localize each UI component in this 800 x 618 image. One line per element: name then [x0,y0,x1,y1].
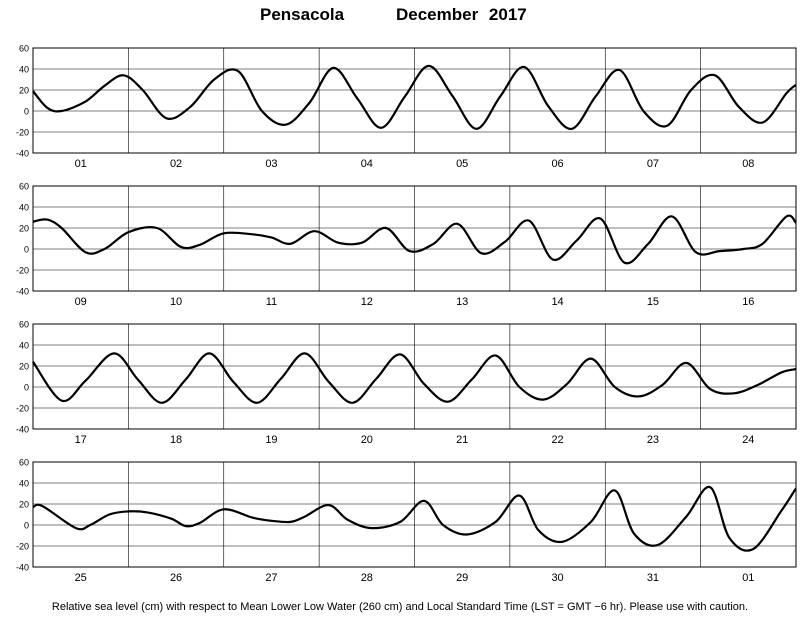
y-tick-label: 40 [19,65,29,75]
y-tick-label: 40 [19,203,29,213]
footnote: Relative sea level (cm) with respect to … [51,601,749,613]
y-tick-label: 60 [19,44,29,54]
day-label: 26 [170,572,182,584]
y-tick-label: -20 [16,404,29,414]
day-label: 13 [456,296,468,308]
y-tick-label: 0 [24,383,29,393]
tide-panel-2: -40 -20 0 20 40 60 09 10 11 12 13 14 15 16 [16,182,797,308]
panel-frame [32,185,797,292]
tide-curve [32,485,797,552]
y-tick-label: 0 [24,521,29,531]
day-label: 01 [742,572,754,584]
tide-panel-3: -40 -20 0 20 40 60 17 18 19 20 21 22 23 24 [16,320,797,446]
day-label: 29 [456,572,468,584]
y-tick-label: -20 [16,542,29,552]
tide-curve [32,214,797,265]
y-tick-label: -20 [16,266,29,276]
y-tick-label: -40 [16,287,29,297]
day-label: 24 [742,434,754,446]
y-tick-label: 40 [19,341,29,351]
panel-frame [32,323,797,430]
panel-frame [32,47,797,154]
tide-curve [32,64,797,130]
day-label: 12 [361,296,373,308]
day-label: 23 [647,434,659,446]
day-label: 10 [170,296,182,308]
y-tick-label: 60 [19,182,29,192]
y-tick-label: -40 [16,425,29,435]
tide-charts: -40 -20 0 20 40 60 01 02 03 04 05 06 07 08 -40 -20 0 20 40… [16,44,797,584]
day-label: 04 [361,158,373,170]
chart-title-station: Pensacola [260,5,345,24]
day-label: 31 [647,572,659,584]
day-label: 21 [456,434,468,446]
day-label: 18 [170,434,182,446]
chart-title-period: December 2017 [396,5,527,24]
day-label: 01 [75,158,87,170]
day-label: 15 [647,296,659,308]
day-label: 27 [265,572,277,584]
day-label: 25 [75,572,87,584]
day-label: 17 [75,434,87,446]
day-label: 28 [361,572,373,584]
y-tick-label: 0 [24,245,29,255]
y-tick-label: 20 [19,86,29,96]
y-tick-label: 0 [24,107,29,117]
y-tick-label: -20 [16,128,29,138]
y-tick-label: 40 [19,479,29,489]
day-label: 02 [170,158,182,170]
day-label: 08 [742,158,754,170]
day-label: 14 [551,296,563,308]
day-label: 06 [551,158,563,170]
day-label: 19 [265,434,277,446]
day-label: 22 [551,434,563,446]
day-label: 11 [266,296,277,308]
y-tick-label: 60 [19,458,29,468]
y-tick-label: 60 [19,320,29,330]
day-label: 07 [647,158,659,170]
y-tick-label: 20 [19,224,29,234]
y-tick-label: -40 [16,149,29,159]
day-label: 20 [361,434,373,446]
y-tick-label: -40 [16,563,29,573]
day-label: 03 [265,158,277,170]
tide-panel-4: -40 -20 0 20 40 60 25 26 27 28 29 30 31 01 [16,458,797,584]
tide-curve [32,352,797,404]
day-label: 09 [75,296,87,308]
day-label: 16 [742,296,754,308]
day-label: 05 [456,158,468,170]
panel-frame [32,461,797,568]
y-tick-label: 20 [19,500,29,510]
tide-panel-1: -40 -20 0 20 40 60 01 02 03 04 05 06 07 08 [16,44,797,170]
day-label: 30 [551,572,563,584]
y-tick-label: 20 [19,362,29,372]
